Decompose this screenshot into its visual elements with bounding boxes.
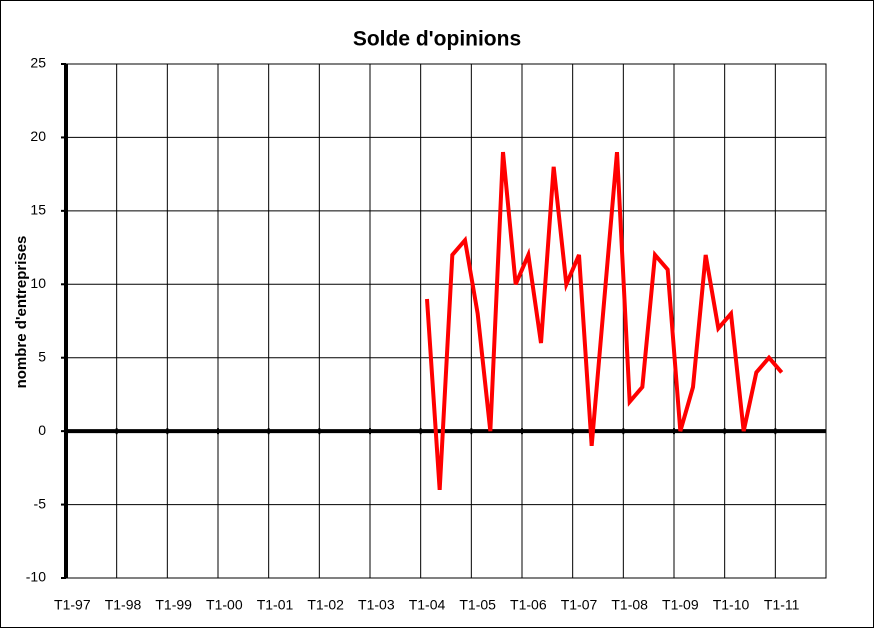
x-tick-label: T1-01 — [257, 597, 294, 613]
y-tick-label: 15 — [30, 202, 46, 218]
y-tick-label: 25 — [30, 55, 46, 71]
x-tick-label: T1-00 — [206, 597, 243, 613]
y-tick-label: -10 — [26, 569, 46, 585]
x-tick-label: T1-05 — [459, 597, 496, 613]
x-tick-label: T1-04 — [409, 597, 446, 613]
x-tick-label: T1-03 — [358, 597, 395, 613]
plot-area — [65, 63, 827, 579]
x-tick-label: T1-10 — [713, 597, 750, 613]
y-tick-label: 20 — [30, 128, 46, 144]
x-tick-label: T1-99 — [155, 597, 192, 613]
x-tick-label: T1-08 — [611, 597, 648, 613]
chart-title: Solde d'opinions — [353, 28, 521, 51]
y-axis-label: nombre d'entreprises — [13, 236, 30, 389]
x-tick-label: T1-11 — [764, 597, 800, 613]
y-tick-label: 0 — [38, 422, 46, 438]
x-tick-label: T1-02 — [307, 597, 344, 613]
x-tick-label: T1-07 — [561, 597, 598, 613]
y-tick-label: 5 — [38, 348, 46, 364]
x-tick-label: T1-09 — [662, 597, 699, 613]
y-tick-label: 10 — [30, 275, 46, 291]
data-line — [425, 151, 784, 491]
x-tick-label: T1-98 — [105, 597, 142, 613]
y-tick-label: -5 — [34, 495, 47, 511]
x-tick-label: T1-06 — [510, 597, 547, 613]
x-tick-label: T1-97 — [54, 597, 91, 613]
